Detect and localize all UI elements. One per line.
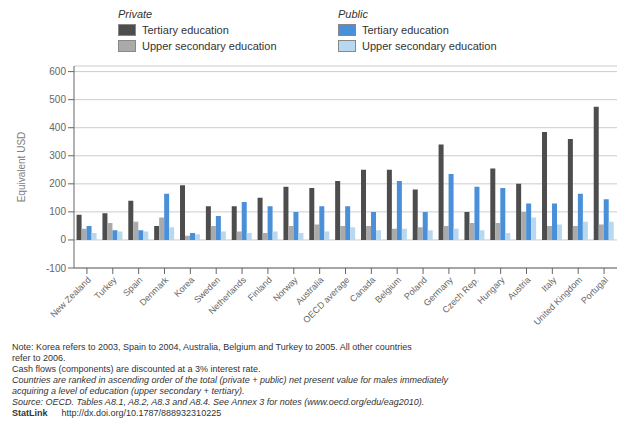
svg-text:Norway: Norway	[271, 274, 300, 304]
html-text:Upper secondary education: Upper secondary education	[362, 39, 497, 52]
html-text:StatLink: StatLink	[12, 408, 48, 418]
svg-text:Equivalent USD: Equivalent USD	[16, 132, 27, 203]
html-text:Cash flows (components) are di: Cash flows (components) are discounted a…	[12, 364, 261, 374]
svg-text:Austria: Austria	[506, 275, 533, 302]
svg-text:Finland: Finland	[246, 275, 274, 303]
svg-text:New Zealand: New Zealand	[48, 275, 93, 320]
html-text:Private: Private	[118, 8, 153, 20]
svg-text:Germany: Germany	[421, 274, 455, 309]
html-text:refer to 2006.: refer to 2006.	[12, 353, 66, 363]
html-text:Upper secondary education: Upper secondary education	[142, 39, 277, 52]
svg-text:United Kingdom: United Kingdom	[532, 275, 584, 327]
svg-text:Spain: Spain	[121, 275, 144, 298]
svg-text:400: 400	[49, 122, 66, 133]
svg-text:Netherlands: Netherlands	[207, 275, 249, 317]
svg-text:OECD average: OECD average	[301, 275, 351, 325]
html-text:acquiring a level of education: acquiring a level of education (upper se…	[12, 386, 245, 396]
svg-text:Italy: Italy	[540, 275, 559, 294]
html-text:Countries are ranked in ascend: Countries are ranked in ascending order …	[12, 375, 448, 385]
svg-text:Denmark: Denmark	[138, 275, 171, 308]
html-text:Public: Public	[338, 8, 368, 20]
svg-text:600: 600	[49, 66, 66, 77]
svg-text:Poland: Poland	[402, 274, 429, 302]
svg-text:-100: -100	[46, 263, 66, 274]
html-text:Source: OECD. Tables A8.1, A8.: Source: OECD. Tables A8.1, A8.2, A8.3 an…	[12, 397, 425, 407]
html-text:http://dx.doi.org/10.1787/8889: http://dx.doi.org/10.1787/888932310225	[61, 408, 222, 418]
svg-text:Turkey: Turkey	[92, 275, 119, 302]
svg-text:0: 0	[60, 234, 66, 245]
svg-text:200: 200	[49, 178, 66, 189]
svg-text:300: 300	[49, 150, 66, 161]
svg-text:Czech Rep.: Czech Rep.	[440, 275, 480, 315]
svg-text:Australia: Australia	[293, 274, 326, 307]
svg-text:Portugal: Portugal	[579, 275, 610, 306]
html-text:Tertiary education: Tertiary education	[142, 23, 229, 36]
svg-text:Sweden: Sweden	[192, 274, 223, 305]
svg-text:Canada: Canada	[348, 275, 377, 304]
html-text:Tertiary education: Tertiary education	[362, 23, 449, 36]
svg-text:Belgium: Belgium	[373, 275, 403, 305]
svg-text:500: 500	[49, 94, 66, 105]
html-text:Note: Korea refers to 2003, Sp: Note: Korea refers to 2003, Spain to 200…	[12, 342, 412, 352]
svg-text:Korea: Korea	[172, 275, 196, 299]
svg-text:Hungary: Hungary	[475, 275, 506, 306]
svg-text:100: 100	[49, 206, 66, 217]
